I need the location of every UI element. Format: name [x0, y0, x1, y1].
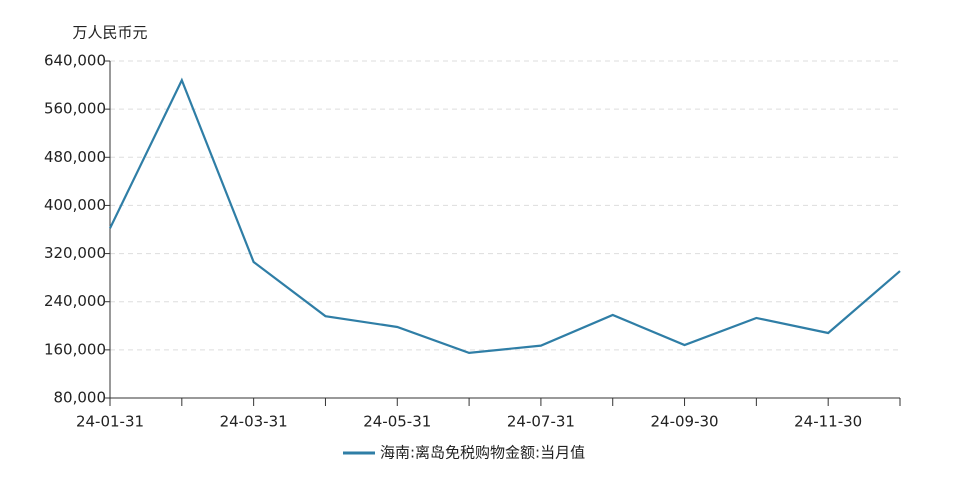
legend-label: 海南:离岛免税购物金额:当月值	[380, 444, 585, 462]
y-tick-label: 400,000	[44, 196, 106, 214]
x-tick-label: 24-03-31	[220, 413, 288, 431]
x-tick-label: 24-05-31	[363, 413, 431, 431]
y-tick-label: 480,000	[44, 148, 106, 166]
x-tick-label: 24-01-31	[76, 413, 144, 431]
y-tick-label: 640,000	[44, 52, 106, 70]
y-tick-label: 160,000	[44, 340, 106, 358]
x-tick-label: 24-09-30	[650, 413, 718, 431]
x-tick-label: 24-07-31	[507, 413, 575, 431]
y-tick-label: 560,000	[44, 100, 106, 118]
x-tick-label: 24-11-30	[794, 413, 862, 431]
y-tick-label: 320,000	[44, 244, 106, 262]
y-axis-label: 万人民币元	[72, 24, 147, 42]
y-tick-label: 80,000	[54, 389, 107, 407]
y-tick-label: 240,000	[44, 292, 106, 310]
line	[109, 77, 901, 354]
